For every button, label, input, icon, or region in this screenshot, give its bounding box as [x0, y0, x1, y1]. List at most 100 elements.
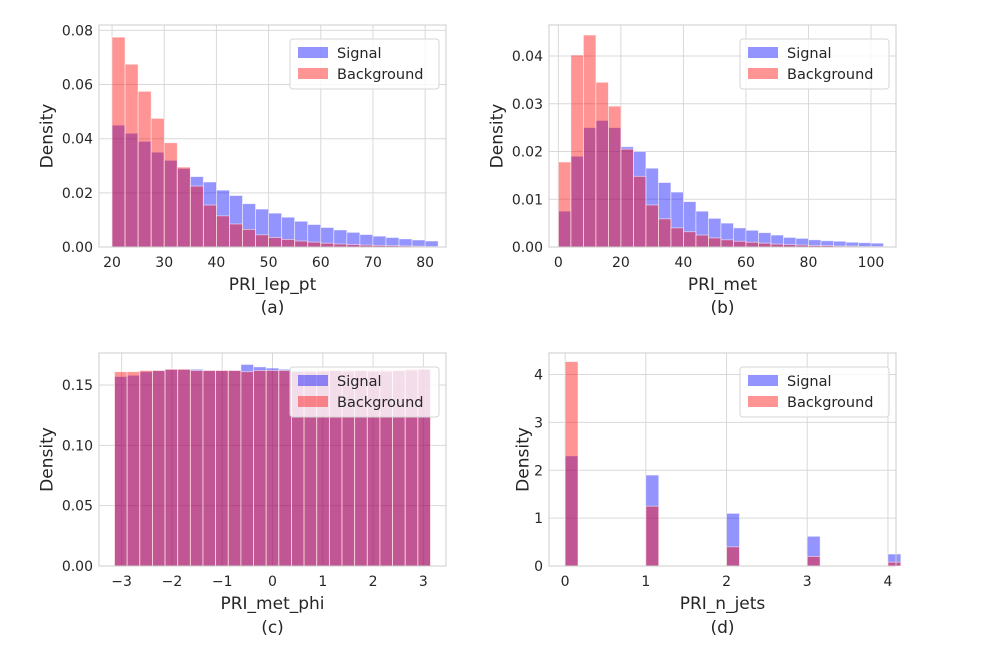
- legend-box: [739, 366, 890, 418]
- x-tick-label: 50: [260, 255, 278, 271]
- x-tick-label: 20: [612, 255, 630, 271]
- legend-swatch-signal: [298, 375, 328, 386]
- x-tick-label: 30: [155, 255, 173, 271]
- x-tick-label: −2: [162, 574, 183, 590]
- y-tick-label: 0.05: [62, 499, 93, 515]
- x-tick-label: 0: [268, 574, 277, 590]
- histogram-bar-background: [126, 371, 141, 567]
- histogram-bar-background: [150, 118, 165, 248]
- chart-panel-4: 0 1 2 3 4 0 1 2 3 4 PRI_n_jets Density (d) Signal Back…: [513, 352, 902, 638]
- legend-swatch-signal: [748, 375, 778, 386]
- x-tick-label: 40: [207, 255, 225, 271]
- histogram-bar-background: [307, 241, 322, 248]
- y-tick-label: 0.01: [512, 192, 543, 208]
- x-tick-label: 0: [554, 255, 563, 271]
- y-tick-label: 0.04: [512, 49, 543, 65]
- histogram-bar-background: [708, 237, 722, 248]
- legend: Signal Background: [739, 38, 890, 90]
- histogram-bar-background: [745, 241, 759, 248]
- legend-box: [289, 366, 440, 418]
- histogram-bar-background: [695, 234, 709, 248]
- legend-label-signal: Signal: [787, 46, 832, 62]
- histogram-bar-background: [229, 223, 243, 248]
- histogram-bar-background: [758, 242, 772, 248]
- histogram-bar-background: [114, 371, 128, 567]
- legend-label-background: Background: [787, 395, 874, 411]
- histogram-bar-background: [564, 361, 579, 567]
- histogram-bar-background: [281, 239, 296, 248]
- x-tick-label: 100: [858, 255, 885, 271]
- histogram-bar-background: [189, 370, 204, 567]
- x-tick-label: 60: [737, 255, 755, 271]
- x-tick-label: 2: [369, 574, 378, 590]
- histogram-bar-background: [255, 234, 269, 248]
- x-tick-label: 1: [318, 574, 327, 590]
- y-tick-label: 1: [534, 511, 543, 527]
- chart-panel-3: −3 −2 −1 0 1 2 3 0.00 0.05 0.10 0.15 PRI_met_phi Den…: [38, 352, 447, 638]
- y-tick-label: 0.03: [512, 97, 543, 113]
- y-tick-label: 0.04: [62, 132, 93, 148]
- legend-box: [739, 38, 890, 90]
- legend-swatch-signal: [748, 47, 778, 58]
- y-tick-label: 0.02: [512, 145, 543, 161]
- histogram-bar-background: [670, 227, 684, 248]
- y-axis-label: Density: [38, 104, 58, 169]
- histogram-bar-background: [268, 237, 283, 248]
- x-axis-label: PRI_n_jets: [680, 594, 766, 614]
- legend-label-signal: Signal: [787, 374, 832, 390]
- legend-label-signal: Signal: [337, 374, 382, 390]
- histogram-bar-background: [645, 505, 660, 567]
- y-tick-label: 0: [534, 559, 543, 575]
- histogram-bar-background: [887, 561, 902, 567]
- x-axis-label: PRI_met: [688, 275, 758, 295]
- y-tick-label: 0.02: [62, 186, 93, 202]
- histogram-bar-background: [202, 370, 217, 567]
- y-tick-label: 0.08: [62, 23, 93, 39]
- y-tick-label: 3: [534, 415, 543, 431]
- histogram-bar-background: [658, 218, 672, 248]
- histogram-bar-background: [242, 229, 256, 248]
- legend-swatch-background: [298, 396, 328, 407]
- x-axis-label: PRI_lep_pt: [229, 275, 317, 295]
- x-tick-label: 80: [416, 255, 434, 271]
- histogram-bar-background: [227, 370, 242, 567]
- x-tick-label: −1: [212, 574, 233, 590]
- histogram-bar-background: [202, 204, 217, 248]
- panel-caption: (a): [261, 298, 285, 318]
- panel-caption: (c): [261, 618, 284, 638]
- histogram-bar-background: [645, 204, 659, 248]
- legend-box: [289, 38, 440, 90]
- x-tick-label: 0: [561, 574, 570, 590]
- histogram-bar-background: [620, 148, 634, 248]
- histogram-bar-background: [152, 370, 166, 567]
- y-tick-label: 0.15: [62, 378, 93, 394]
- y-tick-label: 2: [534, 463, 543, 479]
- y-axis-label: Density: [488, 104, 508, 169]
- histogram-bar-background: [111, 36, 126, 248]
- legend-label-background: Background: [337, 67, 424, 83]
- y-axis-label: Density: [38, 427, 58, 492]
- x-tick-label: 1: [641, 574, 650, 590]
- y-tick-label: 0.10: [62, 438, 93, 454]
- legend-swatch-signal: [298, 47, 328, 58]
- histogram-bar-background: [633, 175, 647, 248]
- histogram-bar-background: [139, 370, 153, 567]
- histogram-bar-background: [215, 370, 229, 567]
- histogram-bar-background: [557, 161, 572, 248]
- histogram-bar-background: [726, 546, 740, 567]
- legend: Signal Background: [739, 366, 890, 418]
- histogram-bar-background: [176, 166, 191, 248]
- histogram-bar-background: [177, 368, 191, 567]
- legend: Signal Background: [289, 366, 440, 418]
- histogram-bar-background: [294, 240, 309, 248]
- legend-swatch-background: [748, 68, 778, 79]
- histogram-bar-background: [806, 556, 821, 567]
- y-tick-label: 0.00: [62, 240, 93, 256]
- x-tick-label: 20: [103, 255, 121, 271]
- x-tick-label: 4: [883, 574, 892, 590]
- x-tick-label: 3: [419, 574, 428, 590]
- x-tick-label: 60: [312, 255, 330, 271]
- legend-swatch-background: [298, 68, 328, 79]
- histogram-bar-background: [320, 242, 335, 248]
- y-tick-label: 4: [534, 368, 543, 384]
